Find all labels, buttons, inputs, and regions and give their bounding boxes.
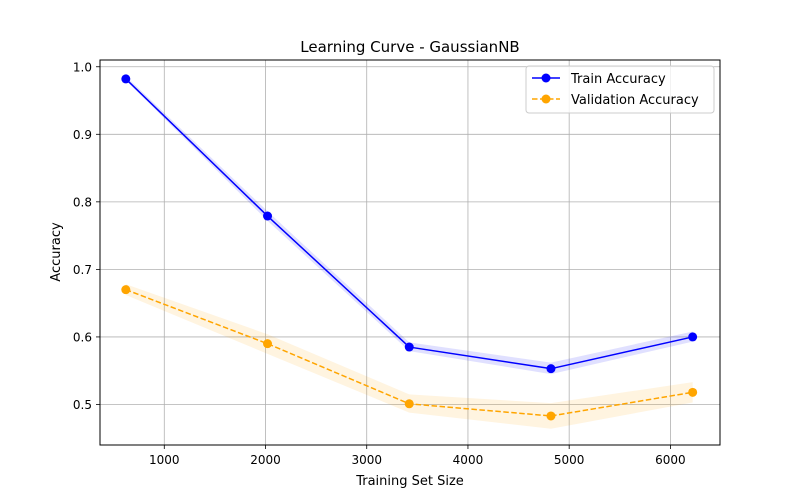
train-accuracy-point: [263, 211, 273, 221]
legend-marker-validation: [541, 94, 551, 104]
y-tick-label: 0.9: [73, 128, 92, 142]
legend: Train Accuracy Validation Accuracy: [525, 65, 715, 114]
train-accuracy-point: [688, 332, 698, 342]
plot-area: [100, 60, 720, 445]
y-tick-label: 0.7: [73, 263, 92, 277]
y-tick-label: 1.0: [73, 60, 92, 74]
x-tick-label: 1000: [149, 453, 180, 467]
x-axis-label: Training Set Size: [355, 474, 464, 489]
validation-accuracy-point: [121, 285, 131, 295]
train-accuracy-point: [121, 74, 131, 84]
y-tick-label: 0.6: [73, 330, 92, 344]
chart-title: Learning Curve - GaussianNB: [300, 38, 519, 56]
legend-box: [525, 65, 715, 114]
y-tick-label: 0.5: [73, 398, 92, 412]
grid: [100, 60, 720, 445]
x-tick-label: 6000: [655, 453, 686, 467]
legend-marker-train: [541, 73, 551, 83]
x-tick-label: 5000: [554, 453, 585, 467]
axis-ticks: 1000 2000 3000 4000 5000 6000 0.5 0.6 0.7 0.8 0.9 1…: [73, 60, 686, 467]
validation-accuracy-point: [546, 411, 556, 421]
validation-accuracy-point: [404, 399, 414, 409]
train-accuracy-band: [125, 76, 693, 375]
series-markers: [121, 74, 698, 421]
x-tick-label: 2000: [250, 453, 281, 467]
legend-label-validation: Validation Accuracy: [571, 93, 699, 108]
train-accuracy-point: [546, 364, 556, 374]
validation-accuracy-point: [263, 339, 273, 349]
plot-frame: [99, 59, 721, 446]
x-tick-label: 4000: [453, 453, 484, 467]
y-axis-label: Accuracy: [49, 222, 64, 282]
train-accuracy-point: [404, 342, 414, 352]
validation-accuracy-point: [688, 387, 698, 397]
y-tick-label: 0.8: [73, 195, 92, 209]
x-tick-label: 3000: [351, 453, 382, 467]
legend-label-train: Train Accuracy: [570, 72, 666, 87]
